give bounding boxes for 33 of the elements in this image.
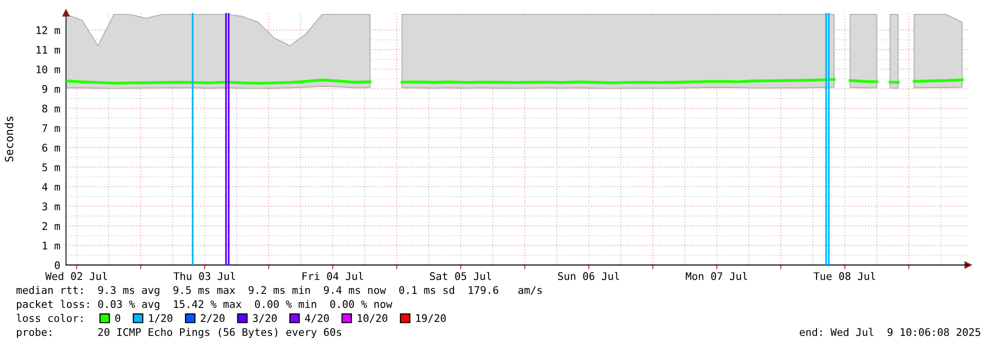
x-tick-label: Wed 02 Jul	[45, 272, 108, 280]
y-tick-label: 1 m	[42, 242, 60, 250]
legend-title: loss color:	[16, 314, 82, 322]
y-tick-label: 6 m	[42, 144, 60, 152]
text: packet loss: 0.03 % avg 15.42 % max 0.00 % min 0.00 % now	[16, 300, 392, 310]
y-tick-label: 4 m	[42, 183, 60, 191]
x-tick-label: Thu 03 Jul	[174, 272, 236, 280]
text: probe: 20 ICMP Echo Pings (56 Bytes) every 60s	[16, 328, 342, 338]
y-tick-label: 0	[54, 261, 60, 270]
y-tick-label: 2 m	[42, 222, 60, 230]
legend-label: 3/20	[252, 314, 277, 323]
y-tick-label: 7 m	[42, 124, 60, 132]
x-tick-label: Sun 06 Jul	[558, 272, 620, 280]
legend-label: 2/20	[200, 314, 225, 323]
legend-label: 4/20	[304, 314, 329, 323]
x-tick-label: Tue 08 Jul	[814, 272, 876, 280]
legend-label: 19/20	[416, 314, 446, 323]
y-tick-label: 8 m	[42, 104, 60, 112]
y-tick-label: 3 m	[42, 202, 60, 210]
y-tick-label: 5 m	[42, 163, 60, 172]
y-tick-label: 11 m	[36, 46, 60, 54]
text: end: Wed Jul 9 10:06:08 2025	[800, 328, 980, 336]
x-tick-label: Fri 04 Jul	[302, 272, 364, 280]
y-tick-label: 9 m	[42, 85, 60, 93]
y-tick-label: 10 m	[36, 65, 60, 74]
legend-label: 0	[115, 314, 120, 322]
legend-label: 10/20	[358, 314, 388, 323]
text: median rtt: 9.3 ms avg 9.5 ms max 9.2 ms min 9.4 ms now 0.1 ms sd 179.6 am/s	[16, 286, 542, 296]
x-tick-label: Sat 05 Jul	[430, 272, 492, 280]
legend-label: 1/20	[149, 314, 172, 323]
y-axis-title: Seconds	[4, 116, 14, 162]
y-tick-label: 12 m	[36, 26, 60, 34]
x-tick-label: Mon 07 Jul	[686, 272, 748, 280]
